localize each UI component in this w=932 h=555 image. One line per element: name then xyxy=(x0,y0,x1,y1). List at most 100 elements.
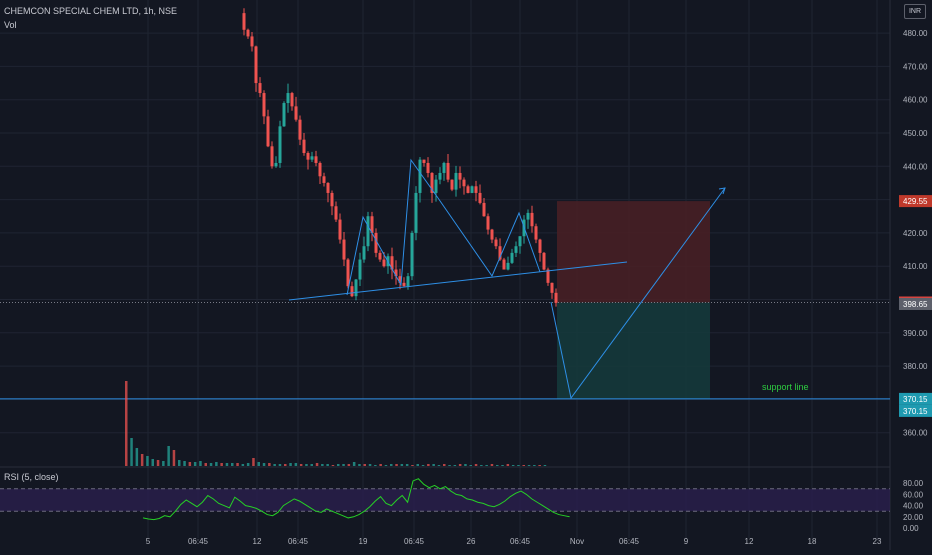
candle-body xyxy=(550,282,554,293)
time-axis[interactable]: 5 06:45 12 06:45 19 06:45 26 06:45 Nov 06:45 9 12 18… xyxy=(146,537,882,546)
volume-bar xyxy=(162,461,165,466)
volume-bar xyxy=(257,462,260,466)
volume-bar xyxy=(506,464,510,466)
candle-body xyxy=(310,156,314,160)
symbol-title[interactable]: CHEMCON SPECIAL CHEM LTD, 1h, NSE xyxy=(4,6,178,16)
price-tick-label: 480.00 xyxy=(903,29,928,38)
rsi-tick-label: 60.00 xyxy=(903,490,924,499)
candle-body xyxy=(254,46,258,84)
volume-bar xyxy=(125,381,128,466)
candle-body xyxy=(298,119,302,140)
candle-body xyxy=(554,292,558,303)
rsi-tick-label: 40.00 xyxy=(903,502,924,511)
candle-body xyxy=(418,159,422,193)
volume-bar xyxy=(188,462,192,466)
candle-body xyxy=(426,162,430,173)
rsi-tick-label: 0.00 xyxy=(903,524,919,533)
rsi-band xyxy=(0,488,890,512)
volume-bar xyxy=(183,461,186,466)
candle-body xyxy=(322,176,326,183)
rsi-label[interactable]: RSI (5, close) xyxy=(4,472,59,482)
time-tick-label: 26 xyxy=(467,537,476,546)
candle-body xyxy=(334,206,338,220)
candle-body xyxy=(250,36,254,47)
candle-body xyxy=(338,219,342,240)
rsi-tick-label: 20.00 xyxy=(903,513,924,522)
candle-body xyxy=(358,259,362,280)
candle-body xyxy=(542,252,546,270)
volume-bar xyxy=(199,461,202,466)
price-tick-label: 440.00 xyxy=(903,162,928,171)
volume-bar xyxy=(130,438,133,466)
candle-body xyxy=(406,276,410,287)
volume-bar xyxy=(490,464,494,466)
support-line-label: support line xyxy=(762,382,809,392)
volume-bar xyxy=(485,465,488,466)
candle-body xyxy=(266,116,270,147)
candle-body xyxy=(314,156,318,163)
candle-body xyxy=(246,29,250,37)
price-tick-label: 460.00 xyxy=(903,96,928,105)
volume-bar xyxy=(458,464,462,466)
volume-bar xyxy=(284,464,287,466)
time-tick-label: 06:45 xyxy=(288,537,309,546)
current-price-tag-bg xyxy=(899,297,932,310)
time-tick-label: 12 xyxy=(745,537,754,546)
price-tick-label: 360.00 xyxy=(903,429,928,438)
volume-bar xyxy=(262,463,266,466)
volume-bar xyxy=(448,465,451,466)
volume-bar xyxy=(522,465,525,466)
support-price-tag-2: 370.15 xyxy=(903,407,928,416)
volume-label: Vol xyxy=(4,20,17,30)
volume-bar xyxy=(427,464,430,466)
volume-bar xyxy=(331,465,335,466)
stop-loss-zone xyxy=(557,201,710,303)
currency-badge[interactable]: INR xyxy=(904,4,926,19)
time-tick-label: 19 xyxy=(359,537,368,546)
neckline xyxy=(288,261,628,301)
rsi-tick-label: 80.00 xyxy=(903,479,924,488)
candle-body xyxy=(262,93,266,117)
volume-bar xyxy=(305,464,308,466)
volume-bar xyxy=(474,464,478,466)
volume-bar xyxy=(363,464,366,466)
candle-body xyxy=(434,179,438,193)
time-tick-label: 5 xyxy=(146,537,151,546)
volume-bar xyxy=(140,454,144,466)
volume-bar xyxy=(225,463,229,466)
rsi-band-fill xyxy=(0,488,890,512)
volume-bar xyxy=(443,464,446,466)
rsi-line xyxy=(142,478,570,521)
volume-bar xyxy=(236,463,239,466)
candle-body xyxy=(290,93,294,107)
volume-bar xyxy=(501,465,504,466)
volume-bar xyxy=(405,464,409,466)
time-tick-label: 12 xyxy=(253,537,262,546)
price-tick-label: 420.00 xyxy=(903,229,928,238)
candle-body xyxy=(278,126,282,163)
volume-bar xyxy=(321,464,324,466)
price-tick-label: 410.00 xyxy=(903,262,928,271)
candle-body xyxy=(470,186,474,193)
candle-body xyxy=(370,216,374,233)
volume-bar xyxy=(167,446,170,466)
volume-bar xyxy=(278,464,282,466)
candle-body xyxy=(366,216,370,247)
candle-body xyxy=(422,159,426,163)
candle-body xyxy=(486,216,490,230)
volume-bar xyxy=(347,464,351,466)
volume-bar xyxy=(374,465,377,466)
volume-bar xyxy=(156,460,160,466)
volume-bar xyxy=(368,464,372,466)
candle-body xyxy=(390,256,394,270)
candle-body xyxy=(502,259,506,270)
candle-body xyxy=(398,276,402,283)
trend-drawings[interactable] xyxy=(288,158,726,400)
price-axis[interactable]: 360.00370.00380.00390.00400.00410.00420.… xyxy=(899,29,932,533)
candle-body xyxy=(382,259,386,267)
volume-bar xyxy=(400,464,404,466)
candle-body xyxy=(414,192,418,233)
volume-bar xyxy=(464,464,467,466)
